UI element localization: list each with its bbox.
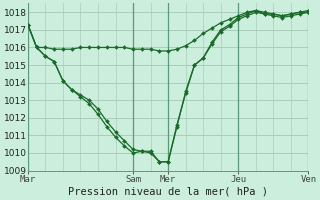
X-axis label: Pression niveau de la mer( hPa ): Pression niveau de la mer( hPa ) (68, 187, 268, 197)
